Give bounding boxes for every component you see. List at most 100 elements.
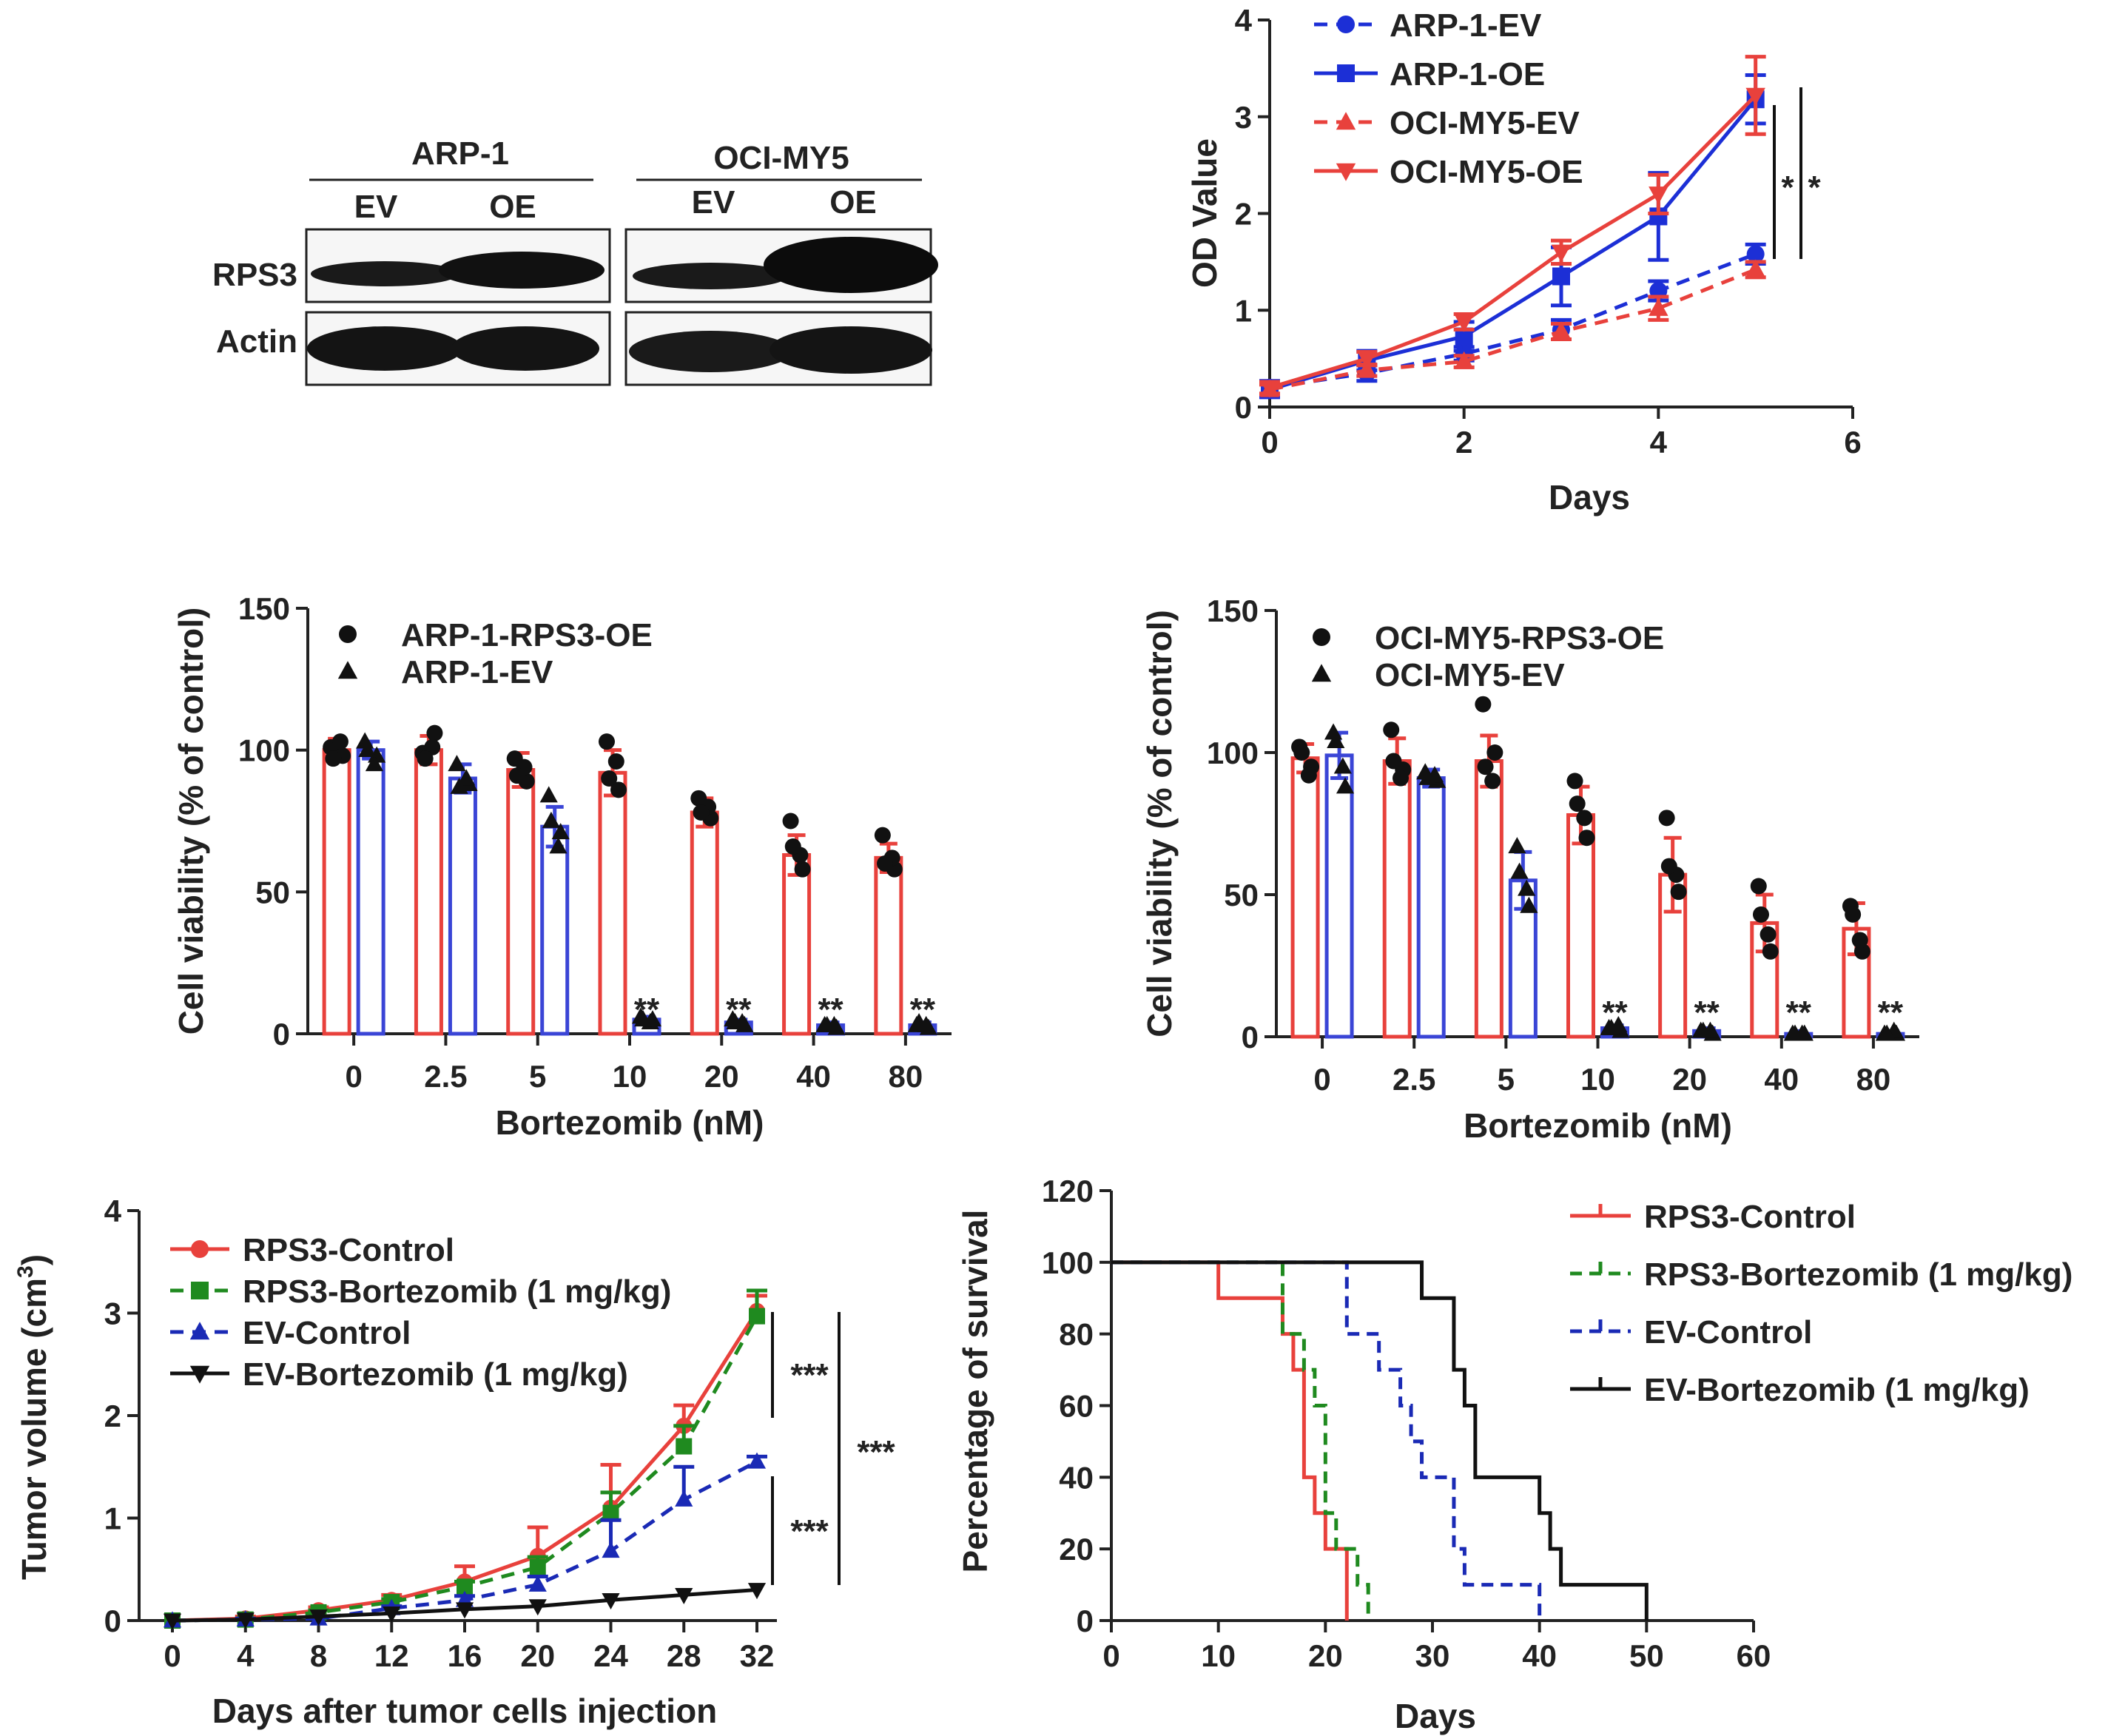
oci-data-point [1569,795,1586,813]
blot-band-rps3-arp1-ev [311,261,459,286]
tumor-legend-label: EV-Control [243,1315,411,1351]
survival-y-tick-label: 40 [1059,1460,1094,1495]
od-point [1357,360,1377,378]
oci-series-oci-my5-rps3-oe [1290,696,1871,1039]
tumor-point [749,1308,765,1325]
arp-x-tick-label: 20 [704,1059,739,1094]
tumor-point [602,1592,620,1609]
blot-band-actin-ocimy5-ev [629,331,792,372]
oci-data-point [1762,943,1779,960]
od-series-oci-my5-ev [1259,259,1766,397]
arp-legend-label: ARP-1-EV [401,654,553,690]
oci-data-point [1694,1021,1712,1038]
oci-legend-marker [1311,664,1332,682]
oci-data-point [1333,757,1352,774]
oci-x-axis-title: Bortezomib (nM) [1464,1106,1732,1145]
arp-data-point [325,750,342,767]
arp-legend-marker [339,625,357,643]
od-point [1745,259,1765,277]
survival-legend-label: RPS3-Bortezomib (1 mg/kg) [1644,1256,2072,1293]
od-point [1454,314,1474,332]
survival-step-chart: 0 20 40 60 80 100 120 0 10 20 30 40 50 60 Days Percenta… [956,1174,2072,1735]
arp-data-point [358,741,377,758]
tumor-legend-label: RPS3-Bortezomib (1 mg/kg) [243,1274,671,1310]
arp-bar [540,824,570,1036]
oci-legend-label: OCI-MY5-EV [1375,657,1565,693]
od-legend-marker [1337,64,1355,82]
arp-data-point [368,746,386,763]
oci-y-axis-title: Cell viability (% of control) [1140,610,1179,1037]
oci-data-point [1393,770,1410,787]
arp-data-point [549,837,568,854]
arp-data-point [457,769,476,786]
survival-legend-label: EV-Bortezomib (1 mg/kg) [1644,1372,2030,1408]
od-point [1551,244,1572,263]
tumor-x-axis-title: Days after tumor cells injection [212,1692,718,1730]
tumor-y-tick-label: 4 [104,1194,122,1228]
survival-curve-ev-bortezomib-1-mg-kg [1111,1260,1649,1621]
oci-data-point [1785,1024,1805,1041]
oci-x-tick-label: 80 [1856,1062,1891,1097]
tumor-sig-stars: *** [857,1434,895,1470]
oci-sig-stars: ** [1694,995,1720,1031]
od-sig-star: * [1781,169,1794,206]
od-x-tick-label: 2 [1455,425,1472,460]
arp-x-tick-label: 80 [888,1059,923,1094]
od-point [1746,245,1765,263]
oci-sig-stars: ** [1602,995,1628,1031]
oci-x-tick-label: 40 [1764,1062,1799,1097]
blot-group-label-ocimy5: OCI-MY5 [713,140,849,176]
oci-data-point [1327,731,1345,748]
tumor-x-tick-label: 12 [374,1638,409,1673]
tumor-y-tick-label: 2 [104,1399,121,1433]
blot-band-rps3-ocimy5-ev [633,263,788,289]
od-series-arp-1-ev [1259,242,1766,397]
survival-legend-label: EV-Control [1644,1314,1812,1350]
oci-x-tick-label: 10 [1580,1062,1615,1097]
arp-data-point [601,770,618,787]
od-y-axis-title: OD Value [1185,138,1224,288]
tumor-y-tick-label: 1 [104,1501,121,1536]
survival-curve-ev-control [1111,1260,1542,1621]
tumor-x-tick-label: 20 [520,1638,555,1673]
tumor-point [747,1452,767,1469]
arp-bar [356,748,385,1036]
oci-data-point [1660,858,1677,875]
arp-data-point [726,1013,744,1030]
tumor-point [528,1599,547,1616]
blot-lane-label-arp1-oe: OE [489,189,536,225]
oci-sig-stars: ** [1878,995,1904,1031]
od-line-oci-my5-oe [1269,94,1757,390]
arp-sig-stars: ** [726,992,752,1028]
arp-data-point [610,781,627,798]
oci-series-oci-my5-ev [1324,723,1906,1041]
od-point [1551,321,1572,340]
blot-lane-label-ocimy5-ev: EV [692,184,735,221]
arp-data-point [539,786,558,803]
oci-data-point [1851,932,1868,949]
tumor-y-axis-title-main: Tumor volume (cm [15,1278,53,1580]
arp-x-tick-label: 5 [529,1059,546,1094]
tumor-y-tick-label: 3 [104,1296,121,1331]
arp-bar [782,853,812,1036]
survival-y-tick-label: 100 [1042,1245,1094,1280]
arp-legend-label: ARP-1-RPS3-OE [401,617,653,653]
tumor-x-tick-label: 8 [310,1638,327,1673]
od-legend-marker [1337,16,1355,33]
od-y-tick-label: 3 [1235,100,1252,135]
oci-data-point [1602,1018,1620,1035]
blot-band-actin-arp1-oe [451,326,599,371]
arp-data-point [693,804,710,821]
blot-row-label-rps3: RPS3 [212,257,297,293]
tumor-legend-marker [191,1282,209,1299]
oci-data-point [1508,837,1526,854]
oci-data-point [1878,1024,1896,1041]
survival-y-axis-title: Percentage of survival [956,1210,994,1573]
survival-x-axis-title: Days [1395,1697,1476,1735]
arp-x-tick-label: 10 [613,1059,647,1094]
oci-x-tick-label: 20 [1672,1062,1707,1097]
oci-data-point [1578,830,1595,847]
survival-curve-rps3-bortezomib-1-mg-kg [1111,1260,1370,1621]
od-legend-label: ARP-1-OE [1390,56,1545,92]
